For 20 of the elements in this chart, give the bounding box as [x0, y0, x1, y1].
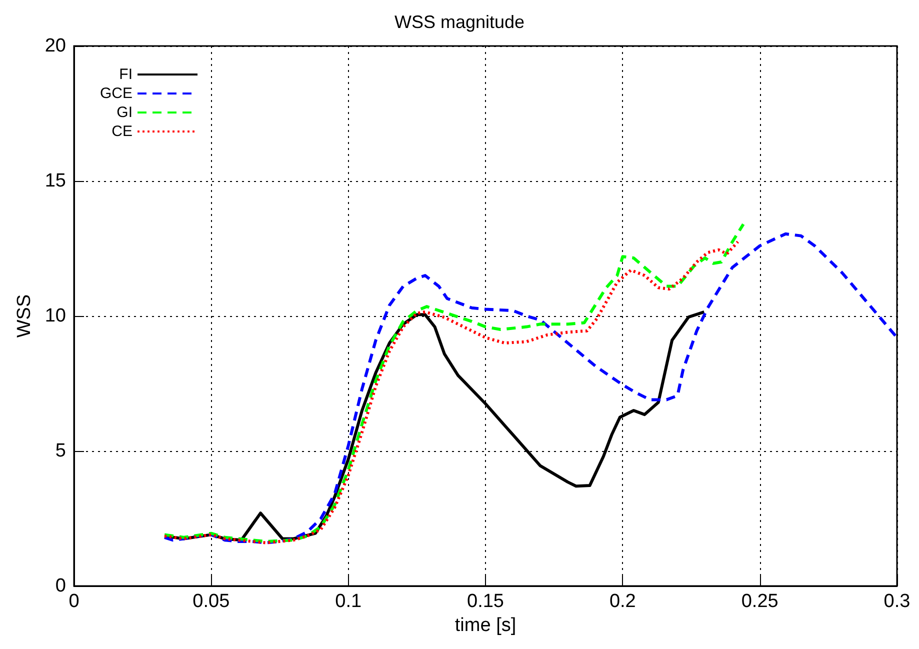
x-tick-label: 0.1 — [335, 591, 362, 612]
y-axis-title: WSS — [14, 294, 35, 338]
x-axis-title: time [s] — [454, 614, 516, 636]
x-tick-label: 0 — [68, 591, 80, 612]
y-tick-label: 20 — [44, 36, 66, 56]
y-tick-label: 5 — [55, 440, 66, 462]
x-tick-label: 0.05 — [192, 591, 230, 612]
legend-label: GI — [116, 104, 133, 121]
x-tick-label: 0.2 — [609, 591, 636, 612]
legend-label: FI — [119, 66, 133, 83]
chart-title: WSS magnitude — [394, 12, 525, 32]
legend-label: CE — [112, 123, 133, 140]
legend-label: GCE — [100, 85, 133, 102]
x-tick-label: 0.15 — [467, 591, 504, 612]
y-tick-label: 10 — [44, 306, 66, 326]
x-tick-label: 0.25 — [741, 591, 778, 612]
x-tick-label: 0.3 — [884, 591, 910, 612]
y-tick-label: 0 — [55, 576, 66, 596]
line-series — [163, 232, 898, 544]
y-tick-label: 15 — [44, 170, 66, 192]
